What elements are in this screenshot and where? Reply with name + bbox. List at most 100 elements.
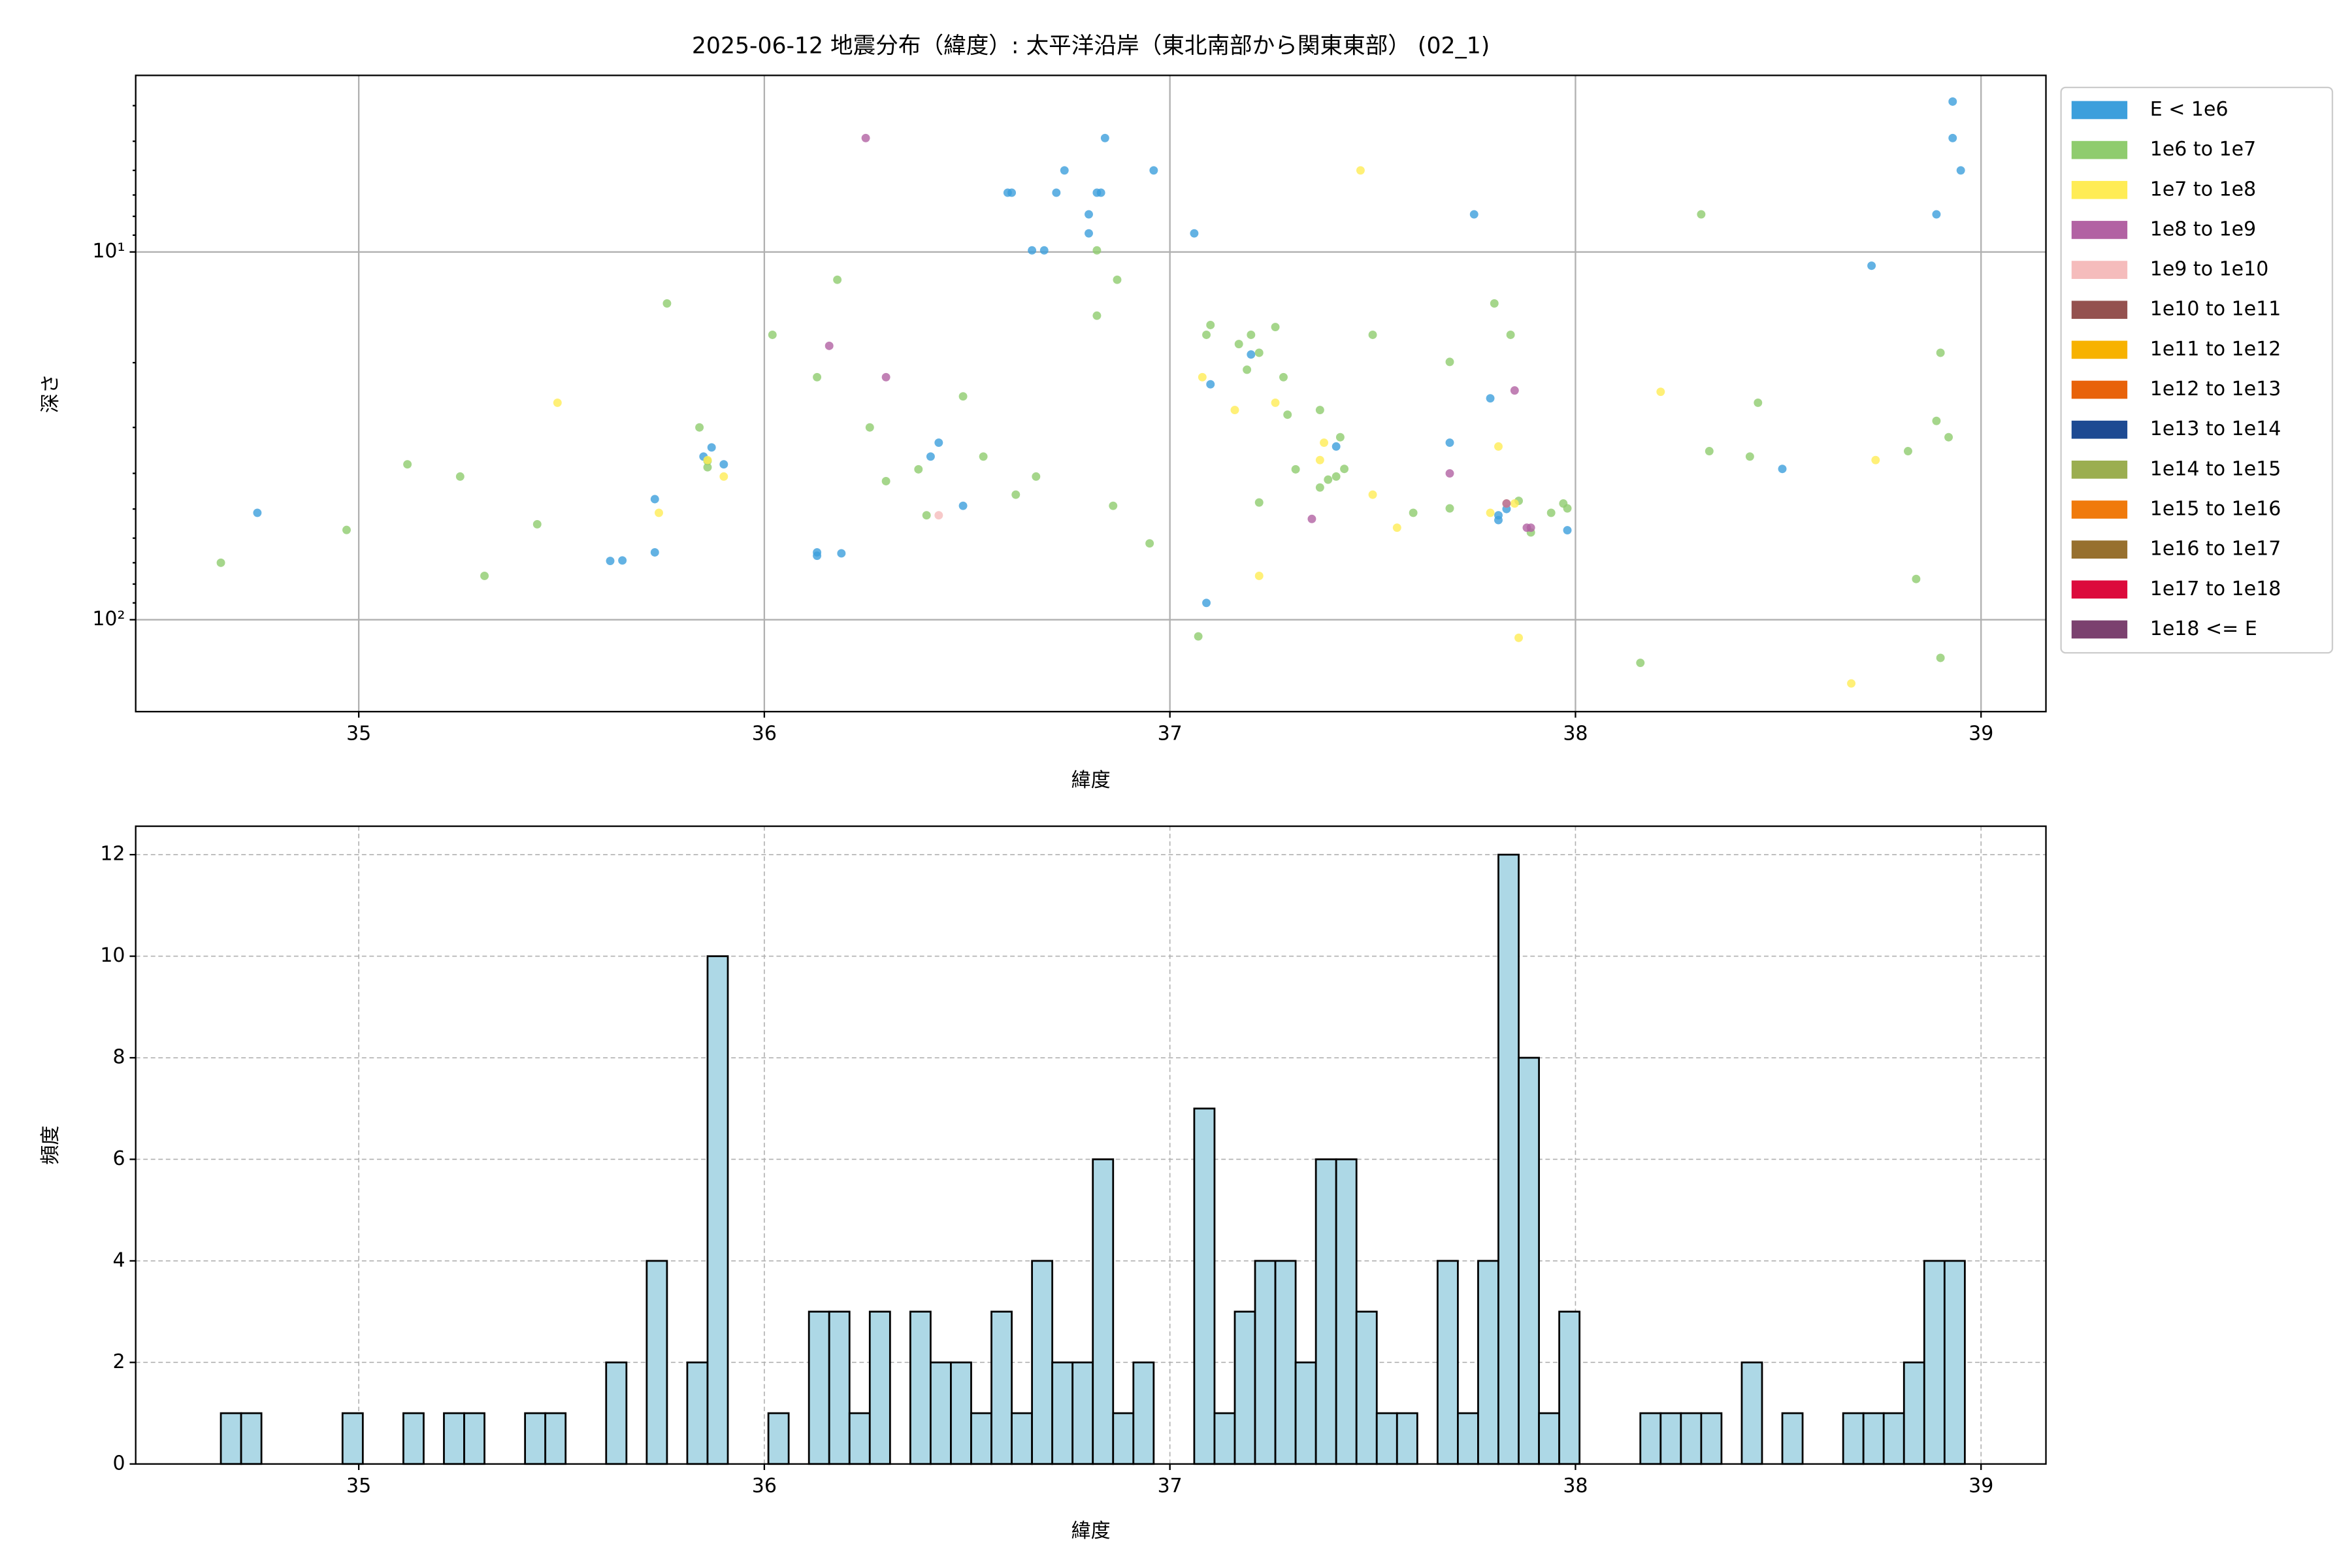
legend-label: 1e13 to 1e14: [2150, 417, 2281, 440]
point: [881, 372, 890, 382]
bar: [1781, 1412, 1804, 1465]
bar: [220, 1412, 242, 1465]
point: [455, 472, 465, 481]
point: [1315, 455, 1324, 465]
point: [1202, 331, 1211, 339]
legend-swatch: [2071, 461, 2128, 479]
point: [1100, 133, 1109, 142]
legend-swatch: [2071, 301, 2128, 319]
bar: [1740, 1361, 1763, 1465]
point: [1092, 311, 1102, 320]
y-tick-label: 10: [100, 944, 125, 967]
point: [1335, 433, 1345, 442]
point: [1190, 229, 1199, 238]
point: [695, 423, 704, 432]
x-tick-label: 35: [346, 722, 371, 745]
legend-swatch: [2071, 180, 2128, 199]
bar: [1031, 1260, 1054, 1465]
point: [1085, 229, 1093, 238]
point: [1254, 498, 1264, 507]
bar: [1355, 1311, 1378, 1465]
point: [1526, 523, 1535, 532]
legend-swatch: [2071, 380, 2128, 399]
point: [1085, 210, 1093, 219]
point: [926, 452, 935, 461]
point: [1847, 679, 1856, 688]
bar: [1518, 1056, 1540, 1465]
x-axis-label: 緯度: [1071, 769, 1111, 792]
bar: [1193, 1107, 1216, 1465]
bar: [767, 1412, 790, 1465]
bar: [544, 1412, 567, 1465]
point: [1546, 508, 1556, 517]
point: [1368, 331, 1377, 339]
point: [934, 511, 943, 520]
legend-swatch: [2071, 261, 2128, 279]
bar: [1274, 1260, 1297, 1465]
bar: [1680, 1412, 1703, 1465]
point: [719, 472, 728, 481]
legend-label: 1e7 to 1e8: [2150, 178, 2256, 201]
point: [1113, 275, 1122, 284]
legend-box: [2060, 86, 2334, 654]
legend-label: 1e11 to 1e12: [2150, 338, 2281, 361]
point: [1039, 246, 1049, 255]
legend-label: 1e15 to 1e16: [2150, 498, 2281, 521]
point: [1956, 166, 1965, 175]
plot-frame: [135, 74, 2047, 713]
legend-label: 1e16 to 1e17: [2150, 538, 2281, 561]
point: [1944, 433, 1953, 442]
point: [1032, 472, 1041, 481]
point: [1230, 406, 1239, 415]
bar: [1700, 1412, 1723, 1465]
bar: [645, 1260, 668, 1465]
point: [1494, 442, 1503, 451]
plot-frame: [135, 825, 2047, 1465]
point: [768, 331, 777, 339]
point: [1754, 398, 1763, 407]
point: [833, 275, 842, 284]
point: [532, 519, 542, 529]
legend-swatch: [2071, 620, 2128, 639]
point: [1445, 469, 1454, 478]
y-axis-label: 深さ: [39, 374, 62, 413]
bar: [1477, 1260, 1499, 1465]
bar: [1233, 1311, 1256, 1465]
bar: [1254, 1260, 1277, 1465]
point: [1486, 394, 1495, 403]
point: [655, 508, 663, 517]
point: [618, 556, 627, 565]
point: [1271, 323, 1280, 332]
legend-swatch: [2071, 340, 2128, 359]
bar: [990, 1311, 1013, 1465]
point: [1271, 398, 1280, 407]
bar: [1882, 1412, 1905, 1465]
legend-label: 1e10 to 1e11: [2150, 298, 2281, 321]
x-tick-label: 38: [1563, 722, 1588, 745]
point: [979, 452, 988, 461]
bar: [605, 1361, 628, 1465]
bar: [828, 1311, 851, 1465]
bar: [950, 1361, 972, 1465]
point: [837, 549, 846, 558]
point: [1948, 97, 1957, 106]
bar: [970, 1412, 992, 1465]
bar: [1396, 1412, 1418, 1465]
point: [719, 460, 728, 469]
point: [922, 511, 931, 520]
point: [914, 465, 923, 474]
bar: [1092, 1158, 1115, 1465]
bar: [1294, 1361, 1317, 1465]
legend-swatch: [2071, 101, 2128, 120]
point: [606, 557, 615, 566]
point: [1145, 539, 1154, 548]
point: [342, 525, 351, 534]
point: [1007, 188, 1017, 197]
x-tick-label: 37: [1158, 722, 1183, 745]
point: [1409, 508, 1418, 517]
bar: [808, 1311, 830, 1465]
point: [1745, 452, 1754, 461]
x-axis-label: 緯度: [1071, 1520, 1111, 1543]
point: [1368, 490, 1377, 499]
legend-label: E < 1e6: [2150, 98, 2229, 121]
